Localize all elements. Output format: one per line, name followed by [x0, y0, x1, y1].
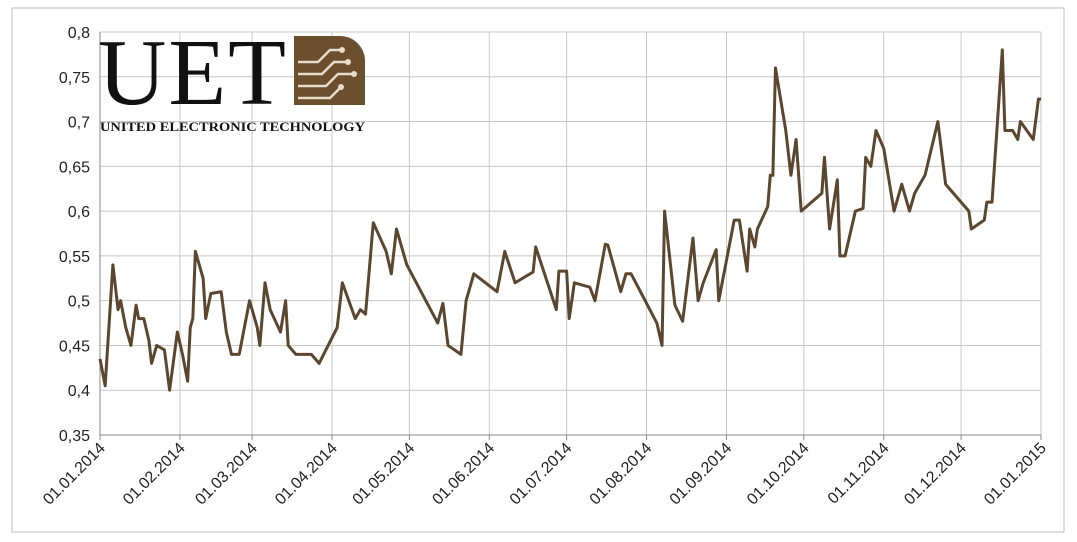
y-tick-label: 0,8	[68, 25, 90, 42]
y-tick-label: 0,4	[68, 383, 90, 400]
y-tick-label: 0,55	[59, 249, 90, 266]
y-tick-label: 0,5	[68, 294, 90, 311]
data-line	[98, 48, 1041, 392]
logo-dots	[338, 47, 357, 90]
logo-icon	[294, 36, 365, 105]
logo-title: UET	[98, 21, 288, 125]
logo-circuit	[298, 48, 352, 100]
chart-border	[11, 7, 1065, 533]
y-tick-label: 0,65	[59, 159, 90, 176]
plot	[98, 48, 1041, 392]
y-tick-label: 0,75	[59, 70, 90, 87]
logo: UET UNITED ELECTRONIC TECHNOLOGY	[98, 21, 366, 134]
y-tick-label: 0,7	[68, 115, 90, 132]
y-tick-label: 0,6	[68, 204, 90, 221]
y-tick-label: 0,45	[59, 338, 90, 355]
y-tick-label: 0,35	[59, 428, 90, 445]
logo-subtitle: UNITED ELECTRONIC TECHNOLOGY	[100, 119, 366, 134]
